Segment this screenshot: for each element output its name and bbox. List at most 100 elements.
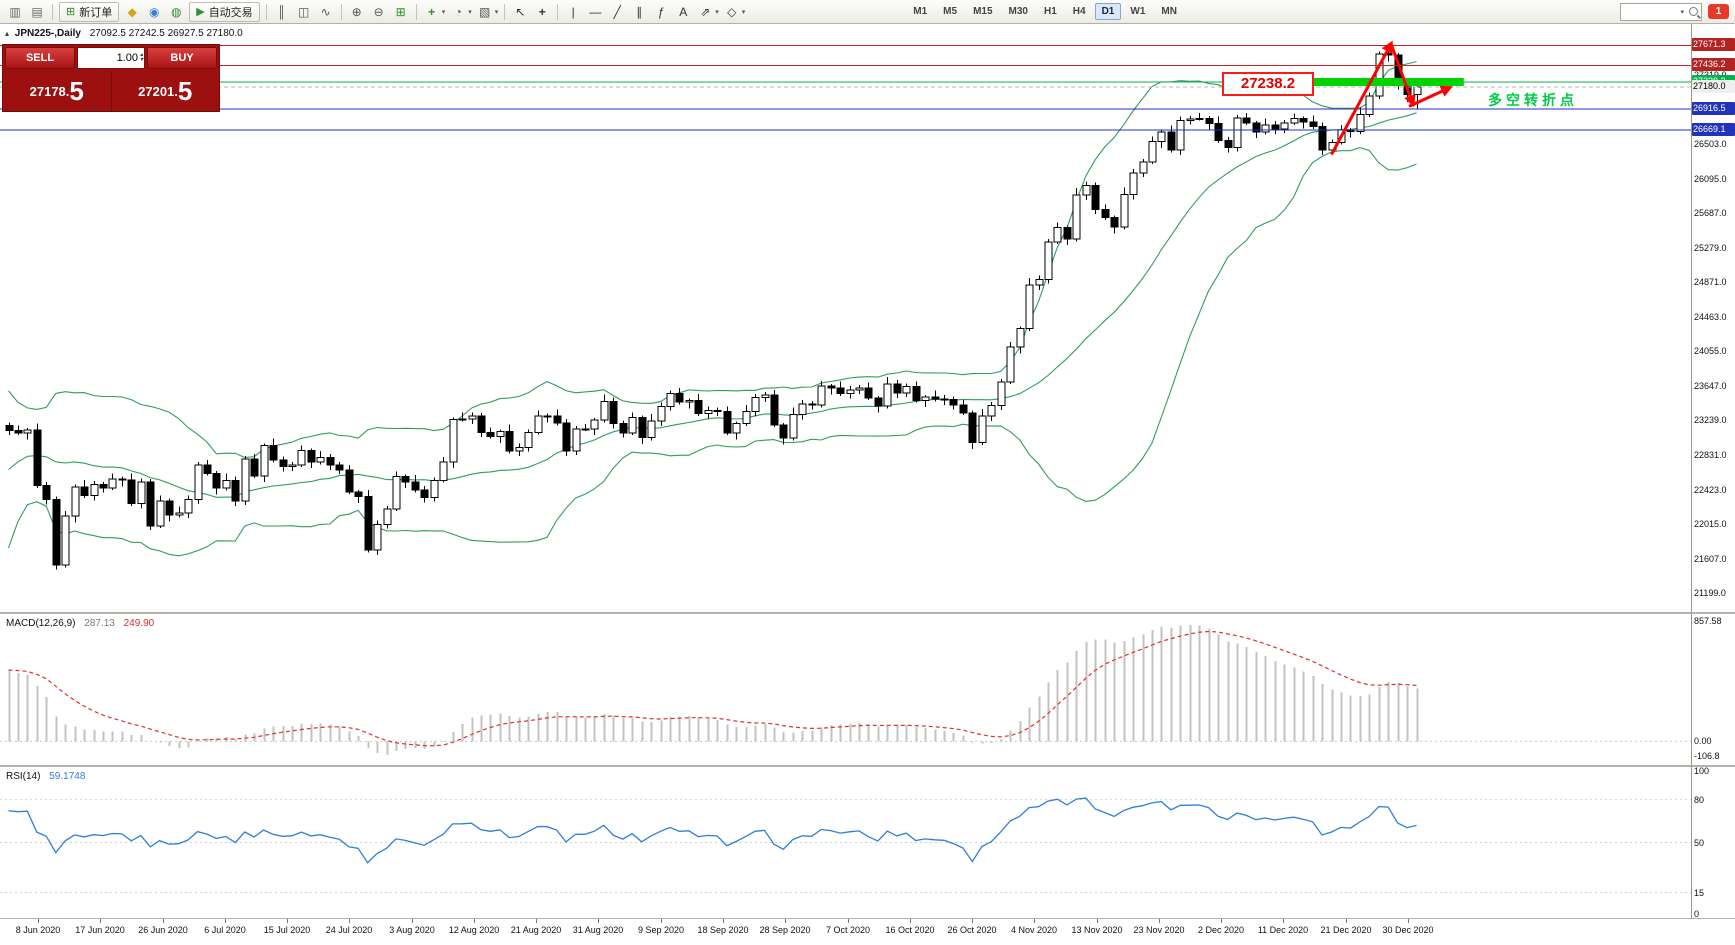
date-label: 17 Jun 2020 (75, 925, 125, 935)
community-icon[interactable]: ◉ (148, 4, 160, 19)
trendline-icon[interactable]: ╱ (613, 4, 621, 19)
cursor-icon[interactable]: ↖ (515, 4, 526, 19)
rsi-axis[interactable]: 100 80 50 15 0 (1692, 766, 1735, 919)
price-axis-border (1691, 24, 1692, 919)
search-icon[interactable] (1689, 7, 1698, 16)
market-icon[interactable]: ◍ (170, 4, 182, 19)
bollinger-lower-band (7, 147, 1417, 557)
panel-separator[interactable] (0, 765, 1735, 767)
search-input[interactable]: ▾ (1620, 2, 1702, 21)
one-click-collapse-icon[interactable]: ▴ (5, 29, 10, 38)
buy-button[interactable]: BUY (147, 47, 217, 69)
macd-axis[interactable]: 857.58 0.00 -106.8 (1692, 614, 1735, 765)
symbol-info-line: ▴ JPN225-,Daily 27092.5 27242.5 26927.5 … (5, 28, 243, 39)
toolbar-separator (504, 3, 506, 20)
date-axis-tick (163, 919, 164, 923)
rsi-line (8, 797, 1417, 864)
indicators-icon-dropdown[interactable]: ▾ (441, 8, 446, 16)
timeframe-m5[interactable]: M5 (943, 6, 958, 17)
timeframe-w1[interactable]: W1 (1130, 6, 1146, 17)
timeframe-mn[interactable]: MN (1161, 6, 1177, 17)
toolbar-icons: ▥ ▤ ⊞ 新订单 ◆ ◉ ◍ ▶ 自动交易 ║ ◫ ∿ ⊕ ⊖ ⊞ + ▾ ◔ ▾ ▧ ▾ ↖ + | — ╱ ∥ ƒ A ⇗ ▾ ◇ ▾ (4, 1, 747, 22)
buy-price[interactable]: 27201. 5 (112, 71, 220, 111)
vertical-line-icon[interactable]: | (571, 4, 575, 19)
date-axis-tick (972, 919, 973, 923)
metaeditor-icon[interactable]: ◆ (127, 4, 137, 19)
channel-icon[interactable]: ∥ (636, 4, 643, 19)
macd-axis-label: -106.8 (1694, 751, 1720, 761)
search-dropdown-icon[interactable]: ▾ (1680, 8, 1684, 16)
text-icon[interactable]: A (679, 4, 688, 19)
tile-windows-icon[interactable]: ⊞ (395, 4, 406, 19)
timeframe-m1[interactable]: M1 (913, 6, 928, 17)
panel-separator[interactable] (0, 612, 1735, 614)
price-axis-tick: 26095.0 (1694, 174, 1727, 184)
trend-arrow[interactable] (1408, 85, 1453, 108)
date-label: 13 Nov 2020 (1071, 925, 1123, 935)
ohlc-values: 27092.5 27242.5 26927.5 27180.0 (89, 28, 243, 39)
zoom-in-icon[interactable]: ⊕ (351, 4, 362, 19)
date-label: 21 Dec 2020 (1320, 925, 1372, 935)
zoom-out-icon[interactable]: ⊖ (373, 4, 384, 19)
toolbar-separator (340, 3, 342, 20)
periods-icon[interactable]: ◔ (454, 4, 462, 19)
trend-arrow[interactable] (1330, 40, 1393, 156)
timeframe-h1[interactable]: H1 (1043, 6, 1057, 17)
date-axis[interactable]: 8 Jun 2020 17 Jun 2020 26 Jun 2020 6 Jul 20… (0, 919, 1692, 945)
crosshair-icon[interactable]: + (538, 4, 546, 19)
main-chart[interactable] (0, 24, 1691, 612)
arrows-tool-icon-dropdown[interactable]: ▾ (715, 8, 719, 16)
candlestick-mode-icon[interactable]: ◫ (298, 4, 310, 19)
date-axis-tick (100, 919, 101, 923)
fibonacci-icon[interactable]: ƒ (657, 4, 665, 19)
price-axis-tick: 26503.0 (1694, 139, 1727, 149)
date-label: 28 Sep 2020 (759, 925, 811, 935)
date-label: 23 Nov 2020 (1133, 925, 1185, 935)
new-order-button[interactable]: ⊞ 新订单 (59, 1, 120, 22)
profiles-icon[interactable]: ▤ (31, 4, 43, 19)
rsi-panel[interactable] (0, 767, 1691, 918)
volume-input[interactable]: 1.00 ▴ ▾ (77, 47, 145, 69)
price-callout[interactable]: 27238.2 (1222, 72, 1314, 96)
volume-decrease-icon[interactable]: ▾ (139, 57, 143, 63)
toolbar: ▥ ▤ ⊞ 新订单 ◆ ◉ ◍ ▶ 自动交易 ║ ◫ ∿ ⊕ ⊖ ⊞ + ▾ ◔ ▾ ▧ ▾ ↖ + | — ╱ ∥ ƒ A ⇗ ▾ ◇ ▾ M… (0, 0, 1735, 24)
date-axis-tick (1221, 919, 1222, 923)
timeframe-d1[interactable]: D1 (1094, 3, 1122, 20)
sell-price[interactable]: 27178. 5 (3, 71, 112, 111)
notification-badge[interactable]: 1 (1708, 4, 1729, 19)
macd-panel[interactable] (0, 614, 1691, 765)
arrows-tool-icon[interactable]: ⇗ (700, 4, 711, 19)
date-axis-tick (225, 919, 226, 923)
templates-icon[interactable]: ▧ (479, 4, 491, 19)
indicators-icon[interactable]: + (428, 4, 436, 19)
date-axis-tick (1159, 919, 1160, 923)
date-axis-tick (848, 919, 849, 923)
new-chart-icon[interactable]: ▥ (9, 4, 21, 19)
sell-button[interactable]: SELL (5, 47, 75, 69)
rsi-value: 59.1748 (49, 771, 86, 782)
shapes-icon[interactable]: ◇ (727, 4, 737, 19)
volume-increase-icon[interactable]: ▴ (139, 52, 143, 58)
line-chart-mode-icon[interactable]: ∿ (320, 4, 331, 19)
templates-icon-dropdown[interactable]: ▾ (494, 8, 499, 16)
periods-icon-dropdown[interactable]: ▾ (468, 8, 472, 16)
timeframe-m15[interactable]: M15 (973, 6, 993, 17)
timeframe-h4[interactable]: H4 (1072, 6, 1086, 17)
bollinger-upper-band (8, 61, 1417, 459)
date-axis-tick (1283, 919, 1284, 923)
support-zone[interactable] (1312, 78, 1464, 86)
shapes-icon-dropdown[interactable]: ▾ (741, 8, 746, 16)
trend-arrow[interactable] (1389, 43, 1416, 108)
price-axis[interactable]: 27319.026503.026095.025687.025279.024871… (1692, 24, 1735, 612)
timeframe-m30[interactable]: M30 (1008, 6, 1028, 17)
horizontal-line-icon[interactable]: — (589, 4, 602, 19)
autotrading-button[interactable]: ▶ 自动交易 (189, 1, 260, 22)
new-order-button-label: 新订单 (79, 6, 113, 19)
price-axis-tick: 25687.0 (1694, 208, 1727, 218)
bar-chart-mode-icon[interactable]: ║ (277, 4, 286, 19)
date-axis-tick (38, 919, 39, 923)
autotrading-play-icon: ▶ (196, 6, 205, 18)
turning-point-label[interactable]: 多空转折点 (1488, 92, 1578, 108)
timeframe-bar: M1 M5 M15 M30 H1 H4 D1 W1 MN (905, 3, 1185, 20)
price-line-label: 26669.1 (1692, 123, 1735, 136)
